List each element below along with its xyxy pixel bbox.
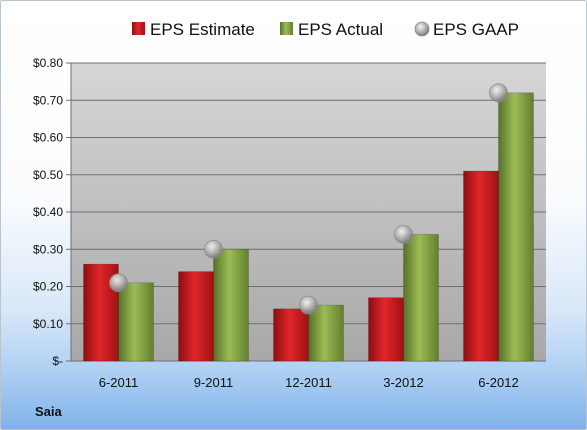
legend-swatch xyxy=(414,21,430,37)
legend-label: EPS GAAP xyxy=(433,20,519,39)
y-tick-label: $0.80 xyxy=(33,56,63,70)
bars xyxy=(83,92,534,362)
x-tick-label: 6-2011 xyxy=(99,375,139,390)
bar-eps-actual xyxy=(403,234,439,362)
x-axis: 6-2011 9-2011 12-2011 3-2012 6-2012 xyxy=(99,375,519,390)
x-tick-label: 3-2012 xyxy=(383,375,423,390)
x-tick-label: 9-2011 xyxy=(194,375,234,390)
y-tick-label: $0.20 xyxy=(33,280,63,294)
x-tick-label: 12-2011 xyxy=(285,375,332,390)
bar-eps-estimate xyxy=(368,297,404,362)
y-tick-label: $0.30 xyxy=(33,242,63,256)
y-tick-label: $- xyxy=(52,354,63,368)
y-tick-label: $0.60 xyxy=(33,131,63,145)
gaap-marker xyxy=(204,239,223,259)
bar-eps-estimate xyxy=(178,271,214,362)
bar-eps-estimate xyxy=(463,170,499,362)
gaap-marker xyxy=(109,273,128,293)
legend-swatch xyxy=(280,22,293,35)
bar-eps-actual xyxy=(308,304,344,362)
x-tick-label: 6-2012 xyxy=(478,375,518,390)
legend-label: EPS Actual xyxy=(298,20,383,39)
gaap-marker xyxy=(299,295,318,315)
y-tick-label: $0.70 xyxy=(33,93,63,107)
bar-eps-actual xyxy=(213,248,249,362)
gaap-markers xyxy=(109,83,508,315)
company-label: Saia xyxy=(35,404,63,419)
legend-swatch xyxy=(132,22,145,35)
y-tick-label: $0.10 xyxy=(33,317,63,331)
bar-eps-actual xyxy=(498,92,534,362)
y-axis: $- $0.10 $0.20 $0.30 $0.40 $0.50 $0.60 $0.70 $0.… xyxy=(33,56,72,368)
y-tick-label: $0.50 xyxy=(33,168,63,182)
bar-eps-actual xyxy=(118,282,154,362)
gaap-marker xyxy=(394,224,413,244)
bar-eps-estimate xyxy=(273,308,309,362)
y-tick-label: $0.40 xyxy=(33,205,63,219)
gaap-marker xyxy=(489,83,508,103)
legend: EPS Estimate EPS Actual EPS GAAP xyxy=(132,20,519,39)
legend-label: EPS Estimate xyxy=(150,20,255,39)
